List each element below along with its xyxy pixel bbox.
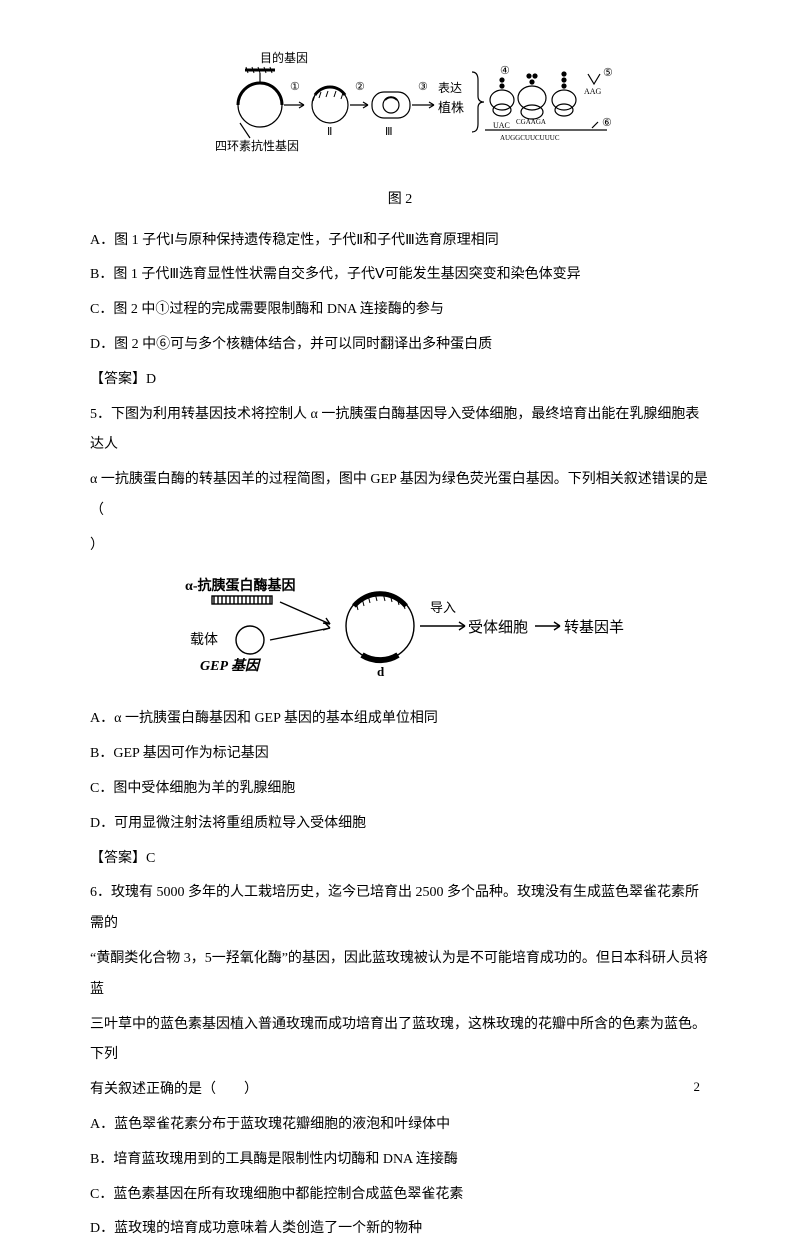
q6-option-d: D．蓝玫瑰的培育成功意味着人类创造了一个新的物种	[90, 1214, 710, 1245]
fig2-target-gene-label: 目的基因	[260, 50, 308, 65]
q5-option-d: D．可用显微注射法将重组质粒导入受体细胞	[90, 809, 710, 840]
fig2-step2: ②	[355, 81, 365, 93]
q4-answer: 【答案】D	[90, 365, 710, 396]
q4-option-d: D．图 2 中⑥可与多个核糖体结合，并可以同时翻译出多种蛋白质	[90, 330, 710, 361]
fig2-step1: ①	[290, 81, 300, 93]
q6-option-b: B．培育蓝玫瑰用到的工具酶是限制性内切酶和 DNA 连接酶	[90, 1145, 710, 1176]
q5-option-a: A．α 一抗胰蛋白酶基因和 GEP 基因的基本组成单位相同	[90, 704, 710, 735]
q5-answer: 【答案】C	[90, 844, 710, 875]
fig2-codon-seq: AUGGCUUCUUUC	[500, 134, 560, 142]
figure-q5: α-抗胰蛋白酶基因 载体 GEP 基因 d 导入 受体细胞 转基因羊	[90, 572, 710, 695]
fig2-step5: ⑤	[603, 67, 613, 79]
q6-stem-line3: 三叶草中的蓝色素基因植入普通玫瑰而成功培育出了蓝玫瑰，这株玫瑰的花瓣中所含的色素…	[90, 1010, 710, 1072]
fig2-aag: AAG	[584, 87, 602, 96]
q5-stem-line2: α 一抗胰蛋白酶的转基因羊的过程简图，图中 GEP 基因为绿色荧光蛋白基因。下列…	[90, 465, 710, 527]
q6-option-a: A．蓝色翠雀花素分布于蓝玫瑰花瓣细胞的液泡和叶绿体中	[90, 1110, 710, 1141]
fig2-step6: ⑥	[602, 117, 612, 129]
q5-import-label: 导入	[430, 600, 456, 615]
q6-option-c: C．蓝色素基因在所有玫瑰细胞中都能控制合成蓝色翠雀花素	[90, 1180, 710, 1211]
fig2-express: 表达	[438, 81, 462, 95]
q5-gep-label: GEP 基因	[200, 657, 262, 674]
fig2-uac: UAC	[493, 121, 510, 130]
fig2-tet-label: 四环素抗性基因	[215, 138, 299, 153]
fig2-roman2: Ⅱ	[327, 126, 332, 138]
q5-sheep-label: 转基因羊	[564, 619, 624, 636]
fig2-step4: ④	[500, 65, 510, 77]
q4-option-a: A．图 1 子代Ⅰ与原种保持遗传稳定性，子代Ⅱ和子代Ⅲ选育原理相同	[90, 226, 710, 257]
page-number: 2	[694, 1073, 701, 1102]
q4-option-c: C．图 2 中①过程的完成需要限制酶和 DNA 连接酶的参与	[90, 295, 710, 326]
fig2-codon-top: CGAAGA	[516, 118, 546, 126]
figure-2-caption: 图 2	[90, 185, 710, 216]
q5-d-label: d	[377, 664, 385, 679]
q5-recipient-label: 受体细胞	[468, 619, 528, 636]
q5-option-b: B．GEP 基因可作为标记基因	[90, 739, 710, 770]
q5-vector-label: 载体	[190, 632, 218, 648]
q5-alpha-label: α-抗胰蛋白酶基因	[185, 577, 295, 594]
q6-stem-line1: 6．玫瑰有 5000 多年的人工栽培历史，迄今已培育出 2500 多个品种。玫瑰…	[90, 878, 710, 940]
figure-q5-svg: α-抗胰蛋白酶基因 载体 GEP 基因 d 导入 受体细胞 转基因羊	[150, 572, 650, 682]
figure-2-svg: 目的基因 四环素抗性基因 ① Ⅱ ② Ⅲ	[180, 50, 620, 170]
fig2-plant: 植株	[438, 100, 464, 115]
fig2-roman3: Ⅲ	[385, 126, 393, 138]
q5-stem-line1: 5．下图为利用转基因技术将控制人 α 一抗胰蛋白酶基因导入受体细胞，最终培育出能…	[90, 400, 710, 462]
fig2-step3: ③	[418, 81, 428, 93]
q6-stem-line4: 有关叙述正确的是（ ）	[90, 1075, 710, 1106]
q5-stem-line3: ）	[90, 531, 710, 562]
q6-stem-line2: “黄酮类化合物 3，5一羟氧化酶”的基因，因此蓝玫瑰被认为是不可能培育成功的。但…	[90, 944, 710, 1006]
figure-2: 目的基因 四环素抗性基因 ① Ⅱ ② Ⅲ	[90, 50, 710, 216]
q4-option-b: B．图 1 子代Ⅲ选育显性性状需自交多代，子代Ⅴ可能发生基因突变和染色体变异	[90, 260, 710, 291]
q5-option-c: C．图中受体细胞为羊的乳腺细胞	[90, 774, 710, 805]
